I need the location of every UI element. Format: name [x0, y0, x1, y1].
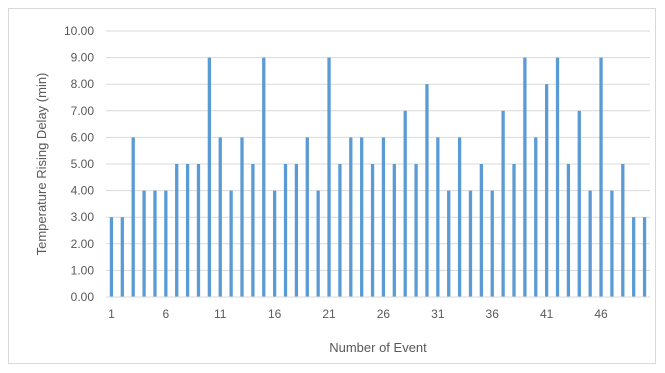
- y-tick-label: 8.00: [71, 77, 95, 91]
- y-tick-label: 10.00: [64, 24, 94, 38]
- bar-event-44: [577, 110, 581, 297]
- bars: [109, 57, 647, 297]
- bar-event-48: [621, 164, 625, 297]
- bar-event-25: [370, 164, 375, 297]
- y-tick-label: 1.00: [71, 263, 95, 277]
- bar-event-27: [392, 164, 396, 297]
- bar-event-5: [153, 190, 157, 297]
- bar-event-4: [142, 190, 146, 297]
- bar-event-39: [523, 57, 527, 297]
- bar-event-42: [555, 57, 560, 297]
- y-tick-label: 9.00: [71, 51, 95, 65]
- bar-event-30: [425, 84, 429, 297]
- x-tick-label: 1: [108, 307, 115, 321]
- bar-event-28: [403, 110, 407, 297]
- y-tick-label: 0.00: [71, 290, 95, 304]
- x-tick-label: 6: [162, 307, 169, 321]
- bar-event-8: [185, 164, 190, 297]
- bar-event-18: [294, 164, 299, 297]
- bar-event-6: [164, 190, 168, 297]
- bar-event-38: [512, 164, 516, 297]
- bar-event-17: [283, 164, 288, 297]
- bar-event-14: [251, 164, 255, 297]
- bar-event-24: [360, 137, 364, 297]
- x-tick-label: 11: [214, 307, 227, 321]
- bar-event-3: [131, 137, 135, 297]
- bar-event-36: [490, 190, 494, 297]
- bar-event-34: [468, 190, 473, 297]
- bar-event-22: [338, 164, 342, 297]
- bar-event-7: [175, 164, 179, 297]
- bar-event-19: [305, 137, 309, 297]
- bar-event-41: [544, 84, 549, 297]
- bar-event-21: [327, 57, 331, 297]
- bar-event-2: [120, 217, 124, 297]
- bar-event-15: [262, 57, 266, 297]
- y-tick-label: 6.00: [71, 130, 95, 144]
- x-tick-label: 21: [322, 307, 336, 321]
- bar-event-10: [207, 57, 212, 297]
- bar-event-11: [218, 137, 222, 297]
- bar-event-37: [501, 110, 505, 297]
- y-tick-label: 7.00: [71, 104, 95, 118]
- y-tick-label: 2.00: [71, 237, 95, 251]
- x-tick-label: 41: [540, 307, 554, 321]
- bar-event-50: [642, 217, 647, 297]
- x-tick-label: 16: [268, 307, 282, 321]
- y-tick-label: 3.00: [71, 210, 95, 224]
- bar-event-47: [610, 190, 614, 297]
- x-axis-label: Number of Event: [329, 340, 427, 355]
- bar-event-46: [599, 57, 603, 297]
- bar-event-29: [414, 164, 418, 297]
- x-tick-label: 36: [486, 307, 500, 321]
- x-tick-label: 46: [594, 307, 608, 321]
- x-tick-label: 26: [377, 307, 391, 321]
- x-tick-label: 31: [431, 307, 445, 321]
- bar-event-33: [457, 137, 462, 297]
- y-tick-label: 5.00: [71, 157, 95, 171]
- bar-event-35: [479, 164, 484, 297]
- y-tick-label: 4.00: [71, 184, 95, 198]
- bar-event-45: [588, 190, 592, 297]
- y-axis-label: Temperature Rising Delay (min): [34, 73, 49, 256]
- bar-event-43: [566, 164, 571, 297]
- x-axis-tick-labels: 1 6 11 16 21 26 31 36 41 46: [108, 307, 608, 321]
- bar-event-26: [381, 137, 386, 297]
- bar-event-16: [272, 190, 277, 297]
- bar-event-31: [436, 137, 440, 297]
- bar-event-1: [109, 217, 114, 297]
- bar-event-40: [534, 137, 538, 297]
- bar-event-13: [240, 137, 244, 297]
- bar-event-20: [316, 190, 320, 297]
- bar-event-23: [349, 137, 353, 297]
- bar-event-9: [196, 164, 201, 297]
- y-axis-tick-labels: 0.00 1.00 2.00 3.00 4.00 5.00 6.00 7.00 8.00 9.00…: [64, 24, 94, 304]
- gridlines: [106, 30, 650, 271]
- bar-event-32: [447, 190, 451, 297]
- bar-event-49: [632, 217, 636, 297]
- bar-event-12: [229, 190, 233, 297]
